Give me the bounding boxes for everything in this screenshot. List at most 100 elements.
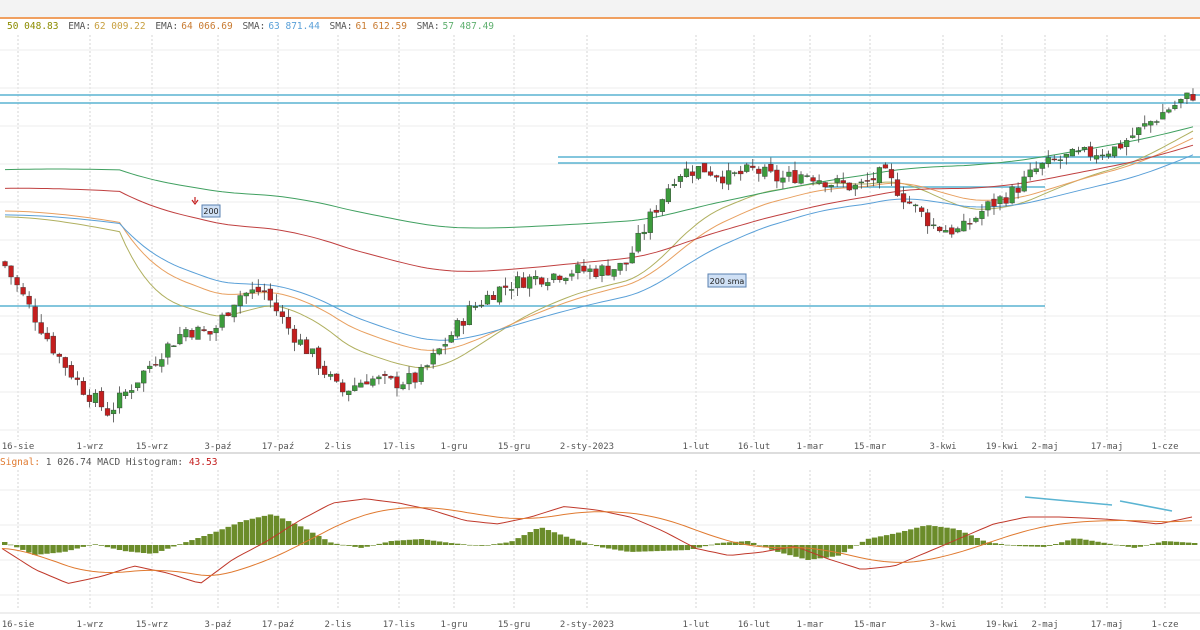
sma200-annotation-box — [707, 273, 747, 288]
macd-histogram-bar — [104, 545, 111, 548]
x-tick-label-main: 16-sie — [2, 442, 35, 452]
macd-histogram-bar — [32, 545, 38, 555]
x-tick-label-main: 2-sty-2023 — [560, 442, 614, 452]
candle-up — [514, 276, 521, 289]
candle-up — [123, 391, 129, 396]
macd-histogram-bar — [575, 540, 582, 545]
candle-down — [68, 365, 74, 378]
macd-histogram-bar — [938, 526, 944, 545]
macd-histogram-bar — [980, 540, 986, 545]
macd-histogram-bar — [612, 545, 618, 550]
candle-down — [207, 331, 213, 335]
macd-histogram-bar — [521, 535, 527, 545]
candle-down — [870, 178, 876, 181]
macd-histogram-bar — [237, 521, 244, 545]
arrow-down-icon — [191, 197, 199, 205]
macd-histogram-bar — [1095, 541, 1101, 545]
macd-histogram-bar — [183, 542, 189, 545]
candle-down — [412, 372, 418, 383]
candle-up — [798, 174, 804, 184]
macd-histogram-bar — [817, 545, 823, 559]
candle-up — [635, 232, 641, 252]
x-tick-label-macd: 15-wrz — [136, 620, 169, 630]
candle-up — [92, 392, 99, 403]
candle-down — [539, 277, 545, 285]
candle-down — [273, 302, 279, 312]
macd-histogram-bar — [1101, 542, 1107, 545]
macd-histogram-bar — [213, 531, 219, 545]
macd-histogram-bar — [581, 542, 588, 545]
x-tick-label-macd: 17-paź — [262, 620, 295, 630]
macd-histogram-bar — [974, 537, 980, 545]
candle-down — [291, 328, 298, 343]
candle-down — [707, 171, 714, 176]
candle-up — [665, 188, 671, 203]
candle-down — [750, 165, 756, 168]
macd-histogram-bar — [527, 532, 533, 545]
candle-down — [991, 198, 997, 207]
candle-up — [448, 335, 454, 343]
candle-up — [1021, 176, 1027, 192]
candle-down — [653, 209, 659, 213]
candle-up — [575, 264, 581, 274]
candle-down — [26, 295, 32, 305]
macd-histogram-bar — [479, 545, 485, 546]
candle-up — [466, 305, 472, 326]
candle-up — [1057, 159, 1063, 161]
macd-histogram-bar — [654, 545, 660, 552]
macd-histogram-bar — [134, 545, 141, 553]
candle-down — [189, 330, 195, 338]
candle-up — [484, 294, 491, 305]
macd-histogram-bar — [207, 533, 213, 545]
candle-up — [931, 224, 937, 227]
candle-up — [1105, 153, 1112, 157]
candle-down — [949, 227, 955, 235]
macd-legend: Signal: 1 026.74 MACD Histogram: 43.53 — [0, 457, 217, 468]
candle-down — [738, 170, 744, 175]
candle-down — [104, 408, 111, 416]
candle-up — [1148, 121, 1154, 126]
candle-up — [309, 348, 316, 354]
candle-up — [406, 373, 412, 385]
candle-down — [285, 316, 292, 329]
macd-histogram-bar — [304, 529, 310, 545]
macd-histogram-bar — [998, 544, 1005, 545]
candle-up — [551, 273, 557, 281]
x-tick-label-macd: 19-kwi — [986, 620, 1019, 630]
candle-up — [659, 199, 665, 212]
macd-histogram-bar — [509, 541, 515, 545]
candle-down — [56, 353, 62, 357]
candle-up — [116, 392, 123, 409]
x-tick-label-macd: 1-cze — [1151, 620, 1178, 630]
macd-histogram-bar — [92, 544, 99, 545]
macd-histogram-bar — [80, 545, 86, 547]
x-tick-label-macd: 2-maj — [1031, 620, 1058, 630]
macd-histogram-bar — [1016, 545, 1023, 547]
candle-up — [370, 378, 376, 386]
macd-histogram-bar — [267, 514, 274, 545]
x-tick-label-main: 3-paź — [204, 442, 231, 452]
macd-histogram-bar — [1053, 544, 1059, 545]
candle-down — [32, 306, 38, 323]
macd-histogram-bar — [328, 542, 334, 545]
candle-down — [1015, 187, 1021, 193]
candle-up — [159, 359, 165, 367]
sma-annotation-box — [201, 204, 221, 218]
candle-down — [8, 265, 14, 278]
macd-histogram-bar — [485, 545, 491, 546]
candle-down — [720, 176, 726, 184]
candle-down — [1051, 158, 1057, 161]
x-tick-label-main: 17-maj — [1091, 442, 1124, 452]
macd-histogram-bar — [908, 529, 914, 545]
macd-histogram-bar — [412, 539, 419, 545]
macd-histogram-bar — [346, 545, 352, 546]
macd-histogram-bar — [140, 545, 147, 554]
macd-histogram-bar — [1089, 540, 1095, 545]
macd-histogram-bar — [285, 521, 292, 545]
macd-histogram-bar — [726, 542, 733, 545]
moving-average-2 — [4, 154, 1194, 341]
sma200-annotation-label: 200 sma — [710, 277, 745, 286]
candle-down — [774, 169, 780, 182]
candle-up — [647, 211, 653, 233]
